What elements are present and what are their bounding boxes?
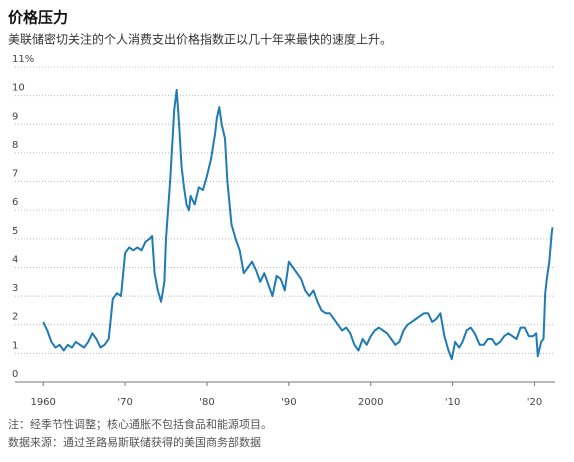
x-tick-label: 2000 xyxy=(358,397,383,408)
y-tick-label: 0 xyxy=(12,369,18,380)
y-tick-label: 3 xyxy=(12,283,18,294)
x-tick-label: 1960 xyxy=(30,397,55,408)
x-tick-label: '90 xyxy=(281,397,296,408)
chart-subtitle: 美联储密切关注的个人消费支出价格指数正以几十年来最快的速度上升。 xyxy=(8,32,392,47)
y-tick-label: 5 xyxy=(12,226,18,237)
chart-title: 价格压力 xyxy=(8,9,68,27)
y-tick-label: 6 xyxy=(12,197,18,208)
y-tick-label: 9 xyxy=(12,111,18,122)
y-tick-label: 10 xyxy=(12,83,25,94)
x-tick-label: '70 xyxy=(117,397,132,408)
source: 数据来源：通过圣路易斯联储获得的美国商务部数据 xyxy=(8,435,261,449)
y-tick-label: 2 xyxy=(12,312,18,323)
line-series xyxy=(42,88,554,361)
y-tick-label: 4 xyxy=(12,254,18,265)
note: 注：经季节性调整；核心通胀不包括食品和能源项目。 xyxy=(8,417,272,431)
y-tick-label: 8 xyxy=(12,140,18,151)
x-tick-label: '20 xyxy=(527,397,542,408)
y-tick-label: 1 xyxy=(12,340,18,351)
x-tick-label: '80 xyxy=(199,397,214,408)
y-tick-label: 7 xyxy=(12,169,18,180)
x-tick-label: '10 xyxy=(445,397,460,408)
y-tick-label: 11% xyxy=(12,54,34,65)
